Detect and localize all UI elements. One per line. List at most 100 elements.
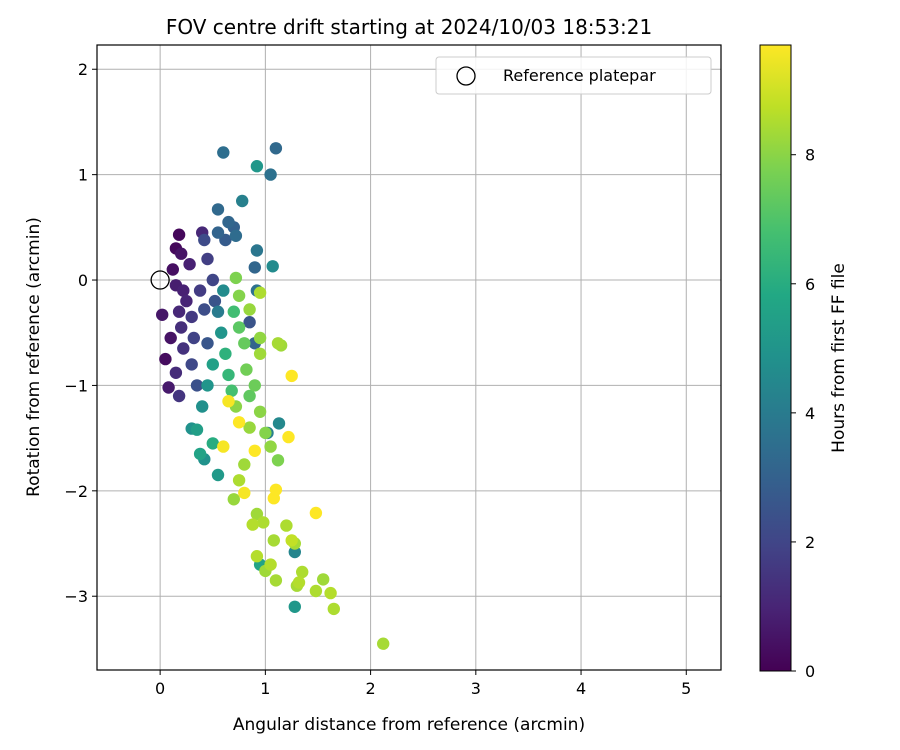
data-point — [232, 474, 246, 487]
data-point — [175, 321, 188, 334]
data-point — [222, 215, 235, 229]
data-point — [211, 305, 225, 318]
axis-ticks: 0 1 2 3 4 5 −3 −2 −1 0 1 2 — [64, 60, 691, 698]
colorbar-tick-label: 2 — [805, 533, 815, 552]
colorbar-tick-label: 0 — [805, 662, 815, 681]
data-point — [169, 366, 183, 379]
data-point — [309, 584, 323, 598]
data-point — [208, 294, 222, 308]
data-point — [285, 534, 298, 547]
reference-marker — [150, 270, 170, 290]
y-tick-label: −1 — [64, 376, 88, 395]
data-point — [177, 284, 190, 297]
y-tick-label: 0 — [78, 271, 88, 290]
data-point — [232, 289, 246, 302]
legend-marker — [456, 66, 476, 86]
data-point — [198, 233, 211, 247]
data-point — [217, 440, 230, 453]
data-point — [272, 417, 286, 430]
x-tick-label: 2 — [365, 679, 375, 698]
data-point — [240, 363, 253, 376]
data-point — [211, 468, 225, 482]
data-point — [229, 271, 243, 285]
data-point — [162, 381, 175, 394]
data-point — [196, 400, 209, 413]
x-tick-label: 0 — [155, 679, 165, 698]
data-point — [250, 507, 264, 521]
plot-frame — [96, 44, 722, 671]
data-point — [292, 576, 306, 589]
data-point — [280, 519, 293, 532]
data-point — [264, 440, 277, 453]
data-point — [217, 284, 230, 297]
data-point — [271, 337, 285, 350]
x-tick-label: 4 — [576, 679, 586, 698]
legend-box — [435, 56, 712, 95]
data-point — [248, 444, 261, 457]
colorbar-title: Hours from first FF file — [829, 263, 849, 453]
reference-marker-layer — [150, 270, 170, 290]
data-point — [243, 303, 256, 316]
data-point — [264, 558, 277, 571]
data-point — [206, 437, 219, 450]
x-tick-label: 1 — [260, 679, 270, 698]
data-point — [156, 308, 169, 321]
data-point — [201, 379, 214, 392]
data-point — [232, 416, 246, 429]
data-point — [227, 493, 240, 506]
data-point — [269, 574, 283, 587]
y-tick-label: −3 — [64, 587, 88, 606]
data-point — [201, 337, 214, 350]
data-point — [232, 321, 246, 334]
data-point — [185, 358, 198, 371]
data-point — [259, 426, 272, 440]
data-point — [185, 310, 198, 324]
colorbar-ticks: 0 2 4 6 8 — [791, 146, 815, 681]
data-point — [229, 229, 243, 242]
data-point — [206, 273, 219, 287]
data-point — [248, 379, 261, 392]
y-tick-label: −2 — [64, 482, 88, 501]
data-point — [377, 637, 390, 650]
data-point — [269, 483, 283, 496]
data-point — [327, 602, 340, 616]
data-point — [180, 294, 193, 308]
data-point — [219, 347, 232, 360]
data-point — [193, 284, 207, 297]
data-point — [175, 247, 188, 260]
data-point — [222, 368, 235, 382]
data-point — [267, 534, 280, 547]
data-point — [317, 573, 330, 586]
data-point — [253, 286, 267, 299]
y-tick-label: 1 — [78, 166, 88, 185]
data-point — [285, 369, 298, 383]
data-point — [166, 263, 179, 276]
data-point — [288, 600, 301, 613]
data-point — [238, 486, 251, 500]
data-point — [253, 405, 267, 418]
data-point — [177, 342, 190, 355]
data-point — [257, 516, 270, 529]
y-axis-title: Rotation from reference (arcmin) — [24, 217, 44, 497]
data-point — [266, 260, 279, 273]
data-point — [243, 421, 256, 434]
data-point — [187, 331, 200, 345]
data-point — [172, 389, 186, 403]
data-point — [206, 358, 219, 371]
data-point — [264, 168, 277, 181]
data-point — [282, 430, 295, 444]
data-point — [172, 228, 186, 241]
data-point — [250, 160, 264, 173]
data-point — [172, 305, 186, 318]
x-tick-label: 5 — [681, 679, 691, 698]
data-point — [217, 146, 230, 159]
data-points — [156, 142, 390, 650]
data-point — [193, 447, 207, 461]
data-point — [238, 337, 251, 350]
legend-label: Reference platepar — [503, 66, 656, 85]
data-point — [271, 454, 285, 467]
data-point — [222, 395, 235, 408]
data-point — [269, 142, 283, 155]
colorbar-tick-label: 4 — [805, 404, 815, 423]
